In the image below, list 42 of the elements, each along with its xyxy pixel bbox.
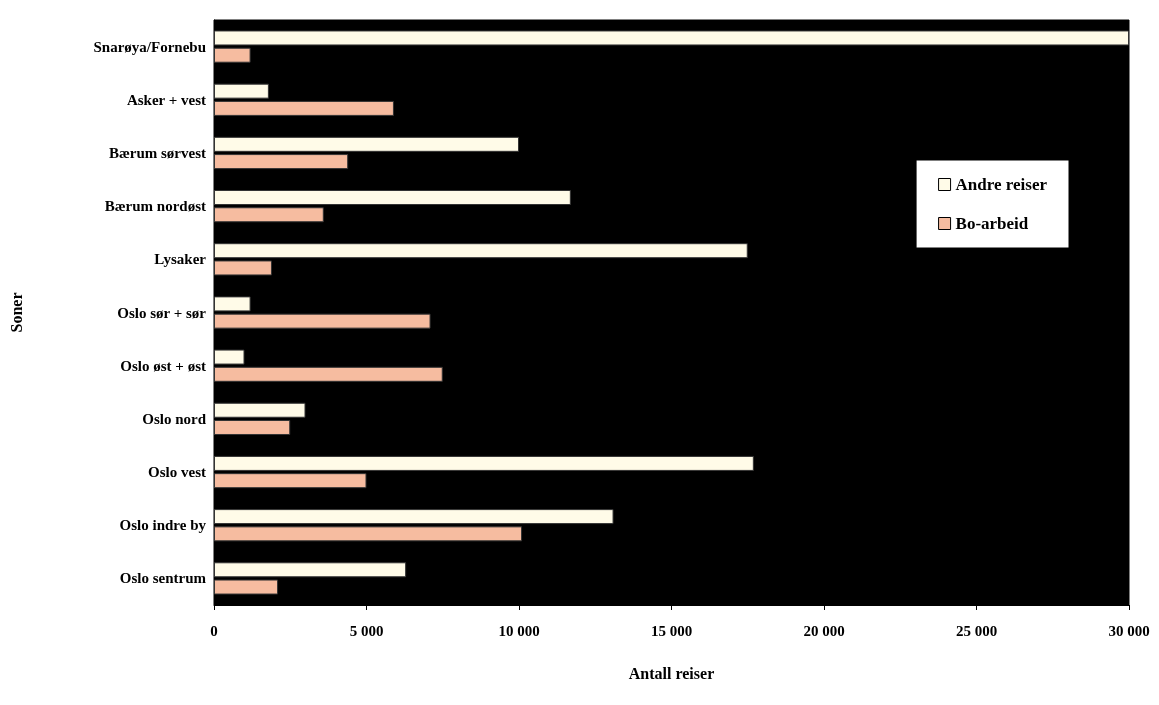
bar (214, 190, 571, 206)
legend-label: Bo-arbeid (955, 214, 1029, 233)
bar (214, 260, 272, 276)
bar (214, 100, 394, 116)
bar (214, 207, 324, 223)
y-tick-label: Oslo indre by (119, 517, 207, 534)
y-tick-label: Asker + vest (126, 91, 206, 108)
bar (214, 83, 269, 99)
legend-label: Andre reiser (955, 175, 1048, 194)
bar (214, 579, 279, 595)
bar (214, 136, 519, 152)
x-tick-label: 0 (210, 622, 218, 639)
x-tick-label: 15 000 (650, 622, 693, 639)
x-axis-title: Antall reiser (628, 664, 715, 682)
bar (214, 30, 1129, 46)
y-tick-label: Oslo sør + sør (117, 304, 207, 321)
bar (214, 243, 748, 259)
bar (214, 366, 443, 382)
bar (214, 473, 367, 489)
x-tick-label: 5 000 (349, 622, 384, 639)
y-tick-label: Oslo øst + øst (120, 357, 206, 374)
y-tick-label: Bærum sørvest (108, 144, 206, 161)
y-tick-label: Oslo vest (148, 464, 206, 481)
y-tick-label: Bærum nordøst (104, 198, 206, 215)
y-tick-label: Oslo nord (142, 410, 207, 427)
bar (214, 47, 251, 63)
y-tick-label: Oslo sentrum (119, 570, 207, 587)
y-tick-label: Lysaker (154, 251, 207, 268)
bar (214, 455, 754, 471)
x-tick-label: 20 000 (803, 622, 845, 639)
bar (214, 419, 291, 435)
bar (214, 509, 614, 525)
y-axis-title: Soner (7, 292, 25, 333)
bar (214, 402, 306, 418)
x-tick-label: 25 000 (955, 622, 998, 639)
bar (214, 526, 523, 542)
x-tick-label: 30 000 (1108, 622, 1150, 639)
x-tick-label: 10 000 (498, 622, 540, 639)
y-tick-label: Snarøya/Fornebu (93, 38, 206, 55)
bar (214, 349, 245, 365)
bar (214, 562, 407, 578)
bar (214, 154, 349, 170)
